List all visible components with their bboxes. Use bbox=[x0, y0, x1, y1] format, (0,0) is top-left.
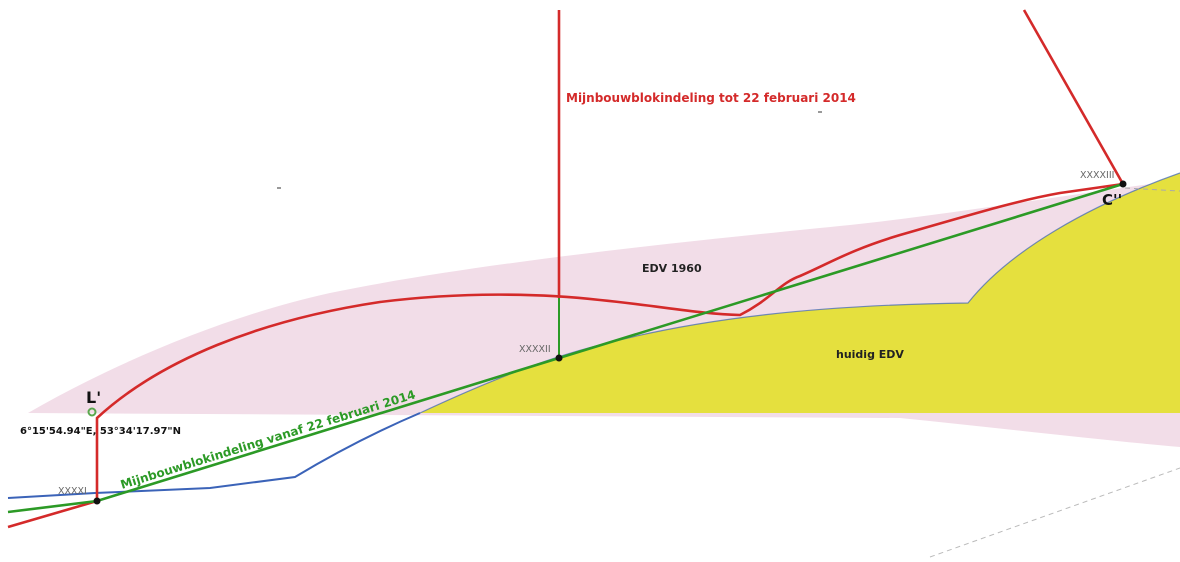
map-speck bbox=[277, 187, 281, 189]
old-division-label: Mijnbouwblokindeling tot 22 februari 201… bbox=[566, 91, 856, 105]
xxxxiii-label: XXXXIII bbox=[1080, 170, 1114, 181]
dashed-boundary-right bbox=[1124, 187, 1180, 192]
edv1960-label: EDV 1960 bbox=[642, 262, 702, 275]
coordinate-label: 6°15'54.94"E, 53°34'17.97"N bbox=[20, 426, 181, 437]
dashed-boundary-bottom bbox=[929, 467, 1180, 558]
new-division-line bbox=[7, 182, 1124, 514]
c-prime-label: C'' bbox=[1102, 191, 1122, 209]
point-xxxxi bbox=[93, 497, 101, 505]
point-xxxxii bbox=[555, 354, 563, 362]
old-division-line bbox=[7, 9, 1125, 529]
xxxxii-label: XXXXII bbox=[519, 344, 551, 355]
huidig-edv-area bbox=[420, 173, 1180, 413]
point-l-prime-marker bbox=[87, 407, 97, 417]
xxxxi-label: XXXXI bbox=[58, 486, 87, 497]
coastline bbox=[7, 412, 421, 499]
map-speck bbox=[818, 111, 822, 113]
point-xxxxiii bbox=[1119, 180, 1127, 188]
l-prime-label: L' bbox=[86, 388, 101, 407]
huidig-edv-label: huidig EDV bbox=[836, 348, 904, 361]
